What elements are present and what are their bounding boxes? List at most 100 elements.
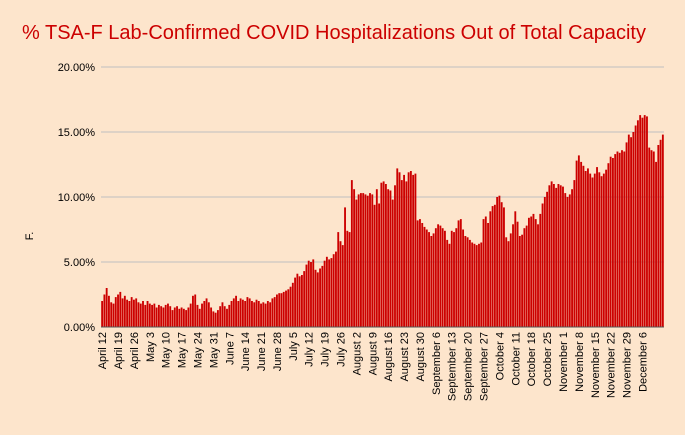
bar: [464, 236, 467, 327]
bar: [180, 307, 183, 327]
bar: [321, 265, 324, 327]
bar: [230, 301, 233, 327]
bar: [550, 181, 553, 327]
bar: [614, 154, 617, 327]
bar: [300, 275, 303, 327]
y-tick-label: 10.00%: [58, 192, 96, 204]
bar: [394, 185, 396, 327]
bar: [173, 307, 176, 327]
bar: [319, 268, 321, 327]
bar: [216, 310, 219, 327]
bar: [661, 134, 664, 327]
bar: [552, 184, 555, 327]
bar: [303, 271, 306, 327]
bar: [584, 171, 587, 327]
bar: [652, 151, 655, 327]
bar: [169, 306, 172, 327]
bar: [328, 259, 331, 327]
bar: [287, 289, 290, 327]
bar: [421, 223, 424, 327]
bar: [512, 224, 514, 327]
bar: [369, 193, 371, 327]
bar: [580, 161, 583, 327]
bar: [546, 191, 549, 327]
bar: [605, 169, 608, 327]
bar: [312, 259, 315, 327]
x-tick-label: June 21: [256, 332, 268, 371]
x-tick-label: July 26: [336, 332, 348, 367]
bar: [364, 194, 367, 327]
bar: [419, 219, 421, 327]
bar: [623, 151, 626, 327]
x-tick-label: November 1: [558, 332, 570, 392]
x-tick-label: April 26: [129, 332, 141, 369]
bar: [273, 297, 276, 327]
bar: [255, 299, 258, 327]
bar: [507, 241, 510, 327]
bar: [598, 172, 601, 327]
bar: [602, 173, 605, 327]
bar: [246, 297, 249, 327]
bar: [296, 273, 299, 327]
x-tick-label: July 19: [320, 332, 332, 367]
bar: [189, 303, 192, 327]
bar: [348, 232, 351, 327]
bar: [634, 125, 637, 327]
bar: [500, 202, 503, 327]
bar: [112, 303, 115, 327]
bar: [491, 206, 494, 327]
bar: [575, 160, 578, 327]
bar: [332, 254, 335, 327]
bar: [627, 134, 630, 327]
bar: [353, 189, 356, 327]
bar: [636, 120, 639, 327]
x-tick-label: May 24: [192, 332, 204, 368]
bar: [616, 151, 619, 327]
x-tick-label: November 22: [606, 332, 618, 398]
x-tick-label: September 27: [479, 332, 491, 401]
bar: [382, 181, 385, 327]
bar: [391, 199, 394, 327]
y-axis-tick-labels: 0.00% 5.00% 10.00% 15.00% 20.00%: [58, 62, 96, 334]
bar: [237, 301, 240, 327]
bar: [264, 303, 267, 327]
x-tick-label: August 2: [351, 332, 363, 375]
bar: [219, 306, 222, 327]
bar: [582, 165, 585, 327]
bar: [618, 152, 621, 327]
x-tick-label: August 9: [367, 332, 379, 375]
bar: [514, 211, 517, 327]
bar: [132, 299, 135, 327]
bar: [137, 302, 140, 327]
bar: [493, 204, 496, 327]
bar: [151, 304, 154, 327]
bar: [589, 173, 592, 327]
bar: [203, 301, 206, 327]
bar: [146, 301, 149, 327]
bar: [380, 182, 383, 327]
bar: [455, 228, 458, 327]
x-tick-label: September 13: [447, 332, 459, 401]
bar: [559, 185, 562, 327]
x-tick-label: September 20: [463, 332, 475, 401]
bar: [212, 311, 215, 327]
bar: [646, 116, 648, 328]
bar: [643, 115, 646, 327]
bar: [196, 304, 199, 327]
x-tick-label: April 19: [113, 332, 125, 369]
x-tick-label: July 12: [304, 332, 316, 367]
x-tick-label: November 15: [590, 332, 602, 398]
x-tick-label: December 6: [637, 332, 649, 392]
bar: [221, 302, 224, 327]
bar: [523, 228, 526, 327]
x-tick-label: June 28: [272, 332, 284, 371]
bar: [280, 293, 283, 327]
bar: [625, 142, 628, 327]
bar: [339, 241, 342, 327]
x-tick-label: August 23: [399, 332, 411, 382]
bar: [475, 245, 478, 327]
x-tick-label: May 17: [177, 332, 189, 368]
bar: [425, 229, 428, 327]
bar: [471, 242, 474, 327]
bar: [412, 174, 415, 327]
